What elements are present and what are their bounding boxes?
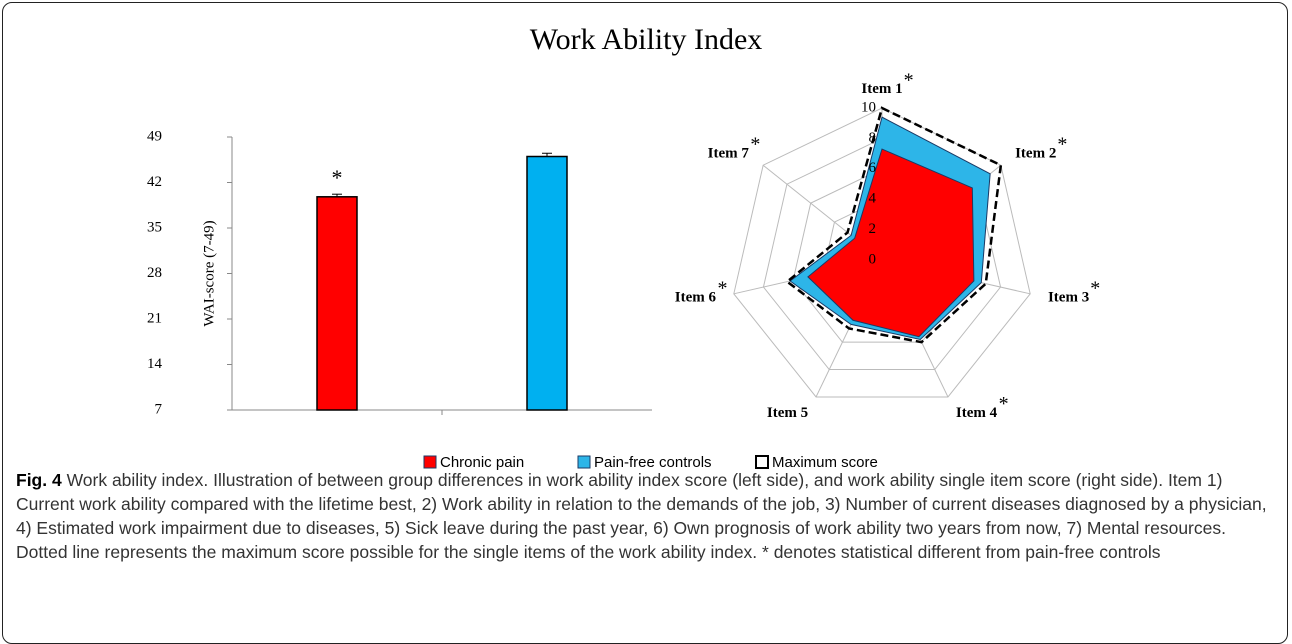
legend-label: Chronic pain bbox=[440, 454, 524, 470]
y-tick-label: 28 bbox=[147, 265, 162, 281]
category-marker: * bbox=[904, 69, 914, 91]
y-tick-label: 42 bbox=[147, 174, 162, 190]
category-marker: * bbox=[1090, 277, 1100, 299]
r-tick-label: 0 bbox=[869, 251, 877, 267]
bar bbox=[316, 196, 358, 411]
annotation: * bbox=[332, 165, 343, 190]
radar-area bbox=[807, 148, 975, 338]
category-marker: * bbox=[1057, 133, 1067, 155]
legend-swatch bbox=[755, 455, 769, 469]
caption-text: Work ability index. Illustration of betw… bbox=[16, 470, 1267, 562]
caption-label: Fig. 4 bbox=[16, 470, 62, 490]
category-label: Item 5 bbox=[767, 405, 808, 421]
category-label: Item 2 bbox=[1015, 145, 1056, 161]
category-marker: * bbox=[750, 133, 760, 155]
r-tick-label: 4 bbox=[869, 191, 877, 207]
legend-label: Maximum score bbox=[772, 454, 878, 470]
r-tick-label: 6 bbox=[869, 160, 877, 176]
bar bbox=[526, 155, 568, 411]
legend-swatch bbox=[577, 455, 591, 469]
y-axis-label: WAI-score (7-49) bbox=[201, 220, 217, 326]
category-marker: * bbox=[718, 277, 728, 299]
category-label: Item 1 bbox=[861, 81, 902, 97]
y-tick-label: 49 bbox=[147, 128, 162, 144]
grid-ring bbox=[733, 107, 1031, 398]
radar-area bbox=[785, 106, 1003, 344]
caption: Fig. 4 Work ability index. Illustration … bbox=[16, 468, 1278, 564]
category-label: Item 4 bbox=[956, 405, 998, 421]
chart-title: Work Ability Index bbox=[530, 23, 763, 56]
r-tick-label: 8 bbox=[869, 130, 877, 146]
category-marker: * bbox=[999, 393, 1009, 415]
category-label: Item 6 bbox=[675, 289, 717, 305]
legend-swatch bbox=[423, 455, 437, 469]
category-label: Item 3 bbox=[1048, 289, 1089, 305]
r-tick-label: 10 bbox=[861, 99, 876, 115]
r-tick-label: 2 bbox=[869, 221, 877, 237]
y-tick-label: 14 bbox=[147, 356, 163, 372]
y-tick-label: 35 bbox=[147, 219, 162, 235]
legend-label: Pain-free controls bbox=[594, 454, 712, 470]
y-tick-label: 21 bbox=[147, 310, 162, 326]
chart: Work Ability Index 7142128354249WAI-scor… bbox=[147, 23, 1100, 470]
category-label: Item 7 bbox=[708, 145, 750, 161]
y-tick-label: 7 bbox=[155, 401, 163, 417]
